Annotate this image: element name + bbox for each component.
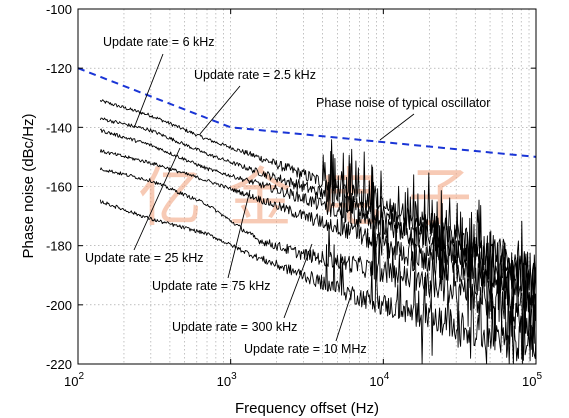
annotation-6khz: Update rate = 6 kHz	[103, 35, 215, 49]
x-tick-label: 104	[369, 371, 389, 389]
y-axis-label: Phase noise (dBc/Hz)	[20, 113, 37, 258]
y-tick-label: -200	[46, 298, 72, 313]
leader-75khz	[227, 189, 251, 279]
series-line-3	[99, 149, 537, 365]
annotation-2-5khz: Update rate = 2.5 kHz	[194, 68, 316, 82]
series-lines	[99, 99, 537, 365]
y-tick-label: -160	[46, 180, 72, 195]
x-tick-label: 105	[522, 371, 542, 389]
leader-2-5khz	[199, 85, 241, 135]
grid	[78, 9, 536, 364]
y-tick-label: -220	[46, 357, 72, 372]
watermark-char-1: 亿	[138, 162, 202, 236]
typical-oscillator-line	[77, 67, 537, 158]
annotation-25khz: Update rate = 25 kHz	[85, 251, 203, 265]
x-axis-label: Frequency offset (Hz)	[235, 400, 379, 417]
annotation-300khz: Update rate = 300 kHz	[172, 320, 297, 334]
series-line-4	[99, 167, 537, 358]
x-tick-label: 103	[217, 371, 237, 389]
leader-10mhz	[335, 297, 351, 342]
leader-25khz	[133, 147, 181, 251]
series-line-5	[99, 199, 537, 365]
annotation-10mhz: Update rate = 10 MHz	[244, 342, 367, 356]
y-tick-label: -100	[46, 2, 72, 17]
annotation-typical-oscillator: Phase noise of typical oscillator	[316, 96, 490, 110]
annotations: Update rate = 6 kHz Update rate = 2.5 kH…	[85, 35, 490, 356]
x-tick-label: 102	[64, 371, 84, 389]
series-line-1	[99, 117, 537, 334]
reference-line	[77, 67, 537, 158]
annotation-75khz: Update rate = 75 kHz	[152, 279, 270, 293]
leader-300khz	[283, 243, 313, 319]
y-tick-label: -180	[46, 239, 72, 254]
series-line-0	[99, 99, 537, 310]
y-tick-label: -120	[46, 61, 72, 76]
y-tick-label: -140	[46, 120, 72, 135]
leader-typical-oscillator	[379, 113, 415, 141]
leader-6khz	[133, 53, 164, 129]
